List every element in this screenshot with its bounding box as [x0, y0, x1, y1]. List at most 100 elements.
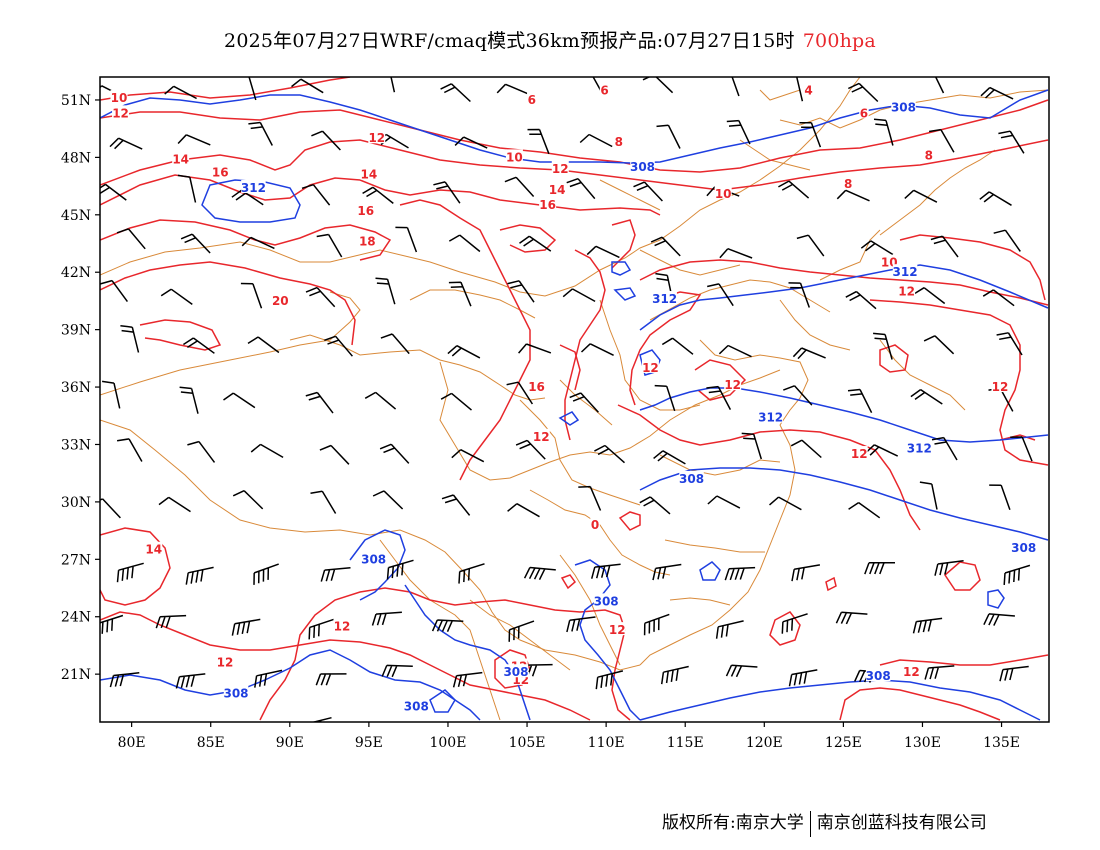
wind-barb	[160, 288, 193, 306]
wind-barb	[847, 388, 873, 414]
height-contour-label: 308	[1011, 541, 1036, 555]
wind-barb	[930, 235, 959, 258]
wind-barb-shape	[769, 496, 802, 511]
wind-barb-shape	[923, 335, 955, 355]
height-contour-label-bg	[241, 180, 266, 194]
lat-label-48n: 48N	[61, 150, 91, 166]
wind-barb	[496, 83, 530, 96]
wind-barb-shape	[381, 664, 413, 678]
wind-barb	[1003, 564, 1031, 585]
wind-barb-shape	[100, 279, 129, 303]
wind-barb-shape	[989, 484, 1011, 511]
wind-barb-shape	[783, 385, 813, 406]
wind-barb	[982, 289, 1015, 307]
wind-barb	[116, 562, 144, 583]
temperature-contour-label: 18	[359, 235, 376, 249]
wind-barb	[175, 673, 206, 689]
wind-barb-shape	[177, 174, 197, 203]
wind-barb	[231, 618, 261, 636]
height-contour-label: 308	[361, 552, 386, 566]
wind-barb-shape	[845, 290, 877, 310]
wind-barb	[381, 664, 413, 678]
wind-barb	[507, 503, 540, 518]
lat-label-45n: 45N	[61, 208, 91, 224]
wind-barb	[319, 444, 350, 465]
wind-barb	[375, 277, 396, 305]
wind-barb	[795, 77, 804, 102]
wind-barb-shape	[979, 191, 1012, 206]
wind-barb	[441, 494, 471, 516]
temperature-contour-label-bg	[539, 197, 557, 211]
temperature-contour-label-bg	[145, 541, 163, 555]
temperature-contour-label-bg	[271, 292, 289, 306]
wind-barb	[725, 664, 758, 678]
wind-barb	[177, 134, 211, 146]
wind-barb-shape	[248, 121, 273, 146]
wind-barb	[291, 78, 324, 94]
lon-label-85e: 85E	[197, 735, 225, 751]
wind-barb	[724, 566, 756, 581]
wind-barb-shape	[182, 337, 215, 354]
wind-barb	[919, 481, 938, 510]
height-contour-label-bg	[593, 593, 619, 607]
wind-barb	[660, 665, 689, 685]
wind-barb-shape	[580, 77, 603, 94]
wind-barb	[715, 620, 744, 639]
wind-barb-shape	[431, 619, 464, 632]
lat-label-33n: 33N	[61, 437, 91, 453]
temperature-contour-label: 8	[844, 177, 852, 191]
wind-barb	[928, 128, 955, 153]
wind-barb-shape	[796, 234, 825, 257]
wind-barb-shape	[799, 121, 822, 148]
temperature-contour-label-bg	[724, 377, 742, 391]
wind-barb	[182, 337, 215, 354]
wind-barb	[311, 130, 341, 151]
wind-barb-shape	[931, 436, 958, 461]
wind-barb	[1010, 436, 1033, 462]
wind-barb-shape	[447, 345, 481, 359]
wind-barb	[706, 385, 732, 410]
wind-barb	[873, 118, 894, 146]
wind-barb-shape	[319, 444, 350, 465]
wind-barb-shape	[980, 86, 1014, 100]
lon-label-130e: 130E	[904, 735, 941, 751]
wind-barb-shape	[390, 77, 396, 93]
height-contour-label-bg	[223, 685, 249, 699]
wind-barb	[452, 671, 483, 688]
temperature-contour-label: 10	[506, 150, 523, 164]
wind-barb-shape	[707, 283, 734, 307]
wind-barb	[241, 236, 275, 250]
wind-barb-shape	[507, 280, 535, 303]
wind-barb	[731, 77, 740, 97]
temperature-contour-label-bg	[614, 134, 624, 148]
wind-barb-shape	[781, 613, 808, 634]
height-contour-label: 312	[652, 292, 677, 306]
wind-barb	[719, 247, 753, 259]
wind-barb-shape	[452, 671, 483, 688]
wind-barb	[845, 290, 877, 310]
temperature-contour-label: 16	[539, 198, 556, 212]
wind-barb	[515, 439, 546, 460]
wind-barb	[998, 130, 1025, 154]
wind-barb	[116, 438, 143, 462]
temperature-contour-label: 6	[528, 93, 536, 107]
wind-barb-shape	[433, 181, 461, 204]
lon-label-120e: 120E	[746, 735, 783, 751]
height-contour-label: 312	[907, 441, 932, 455]
height-contour-label-bg	[679, 470, 704, 484]
wind-barb-shape	[254, 669, 283, 688]
wind-barb-shape	[865, 444, 899, 457]
wind-barb-shape	[448, 281, 472, 307]
lon-label-125e: 125E	[825, 735, 862, 751]
wind-barb	[639, 496, 671, 515]
wind-barb-shape	[719, 247, 753, 259]
wind-barb-shape	[848, 501, 881, 519]
wind-barb-shape	[580, 343, 614, 356]
temperature-contour-label: 12	[724, 378, 741, 392]
wind-barb-shape	[912, 617, 943, 634]
wind-barb	[386, 559, 414, 580]
wind-barb	[177, 174, 197, 203]
wind-barb	[379, 443, 410, 464]
